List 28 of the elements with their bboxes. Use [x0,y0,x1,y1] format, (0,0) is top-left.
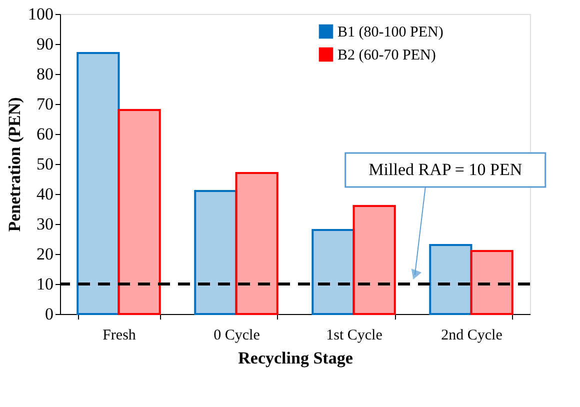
y-tick-label: 50 [36,154,54,174]
y-tick-label: 80 [36,64,54,84]
bar [429,244,472,315]
x-axis-title: Recycling Stage [238,348,354,368]
y-tick-label: 60 [36,124,54,144]
ref-line-label: Milled RAP = 10 PEN [368,160,522,179]
x-tick-label: 2nd Cycle [441,328,503,344]
y-tick-label: 20 [36,244,54,264]
y-tick-label: 30 [36,214,54,234]
x-tick-label: 1st Cycle [326,328,383,344]
bar [352,205,396,315]
bar [118,109,161,315]
y-tick-label: 70 [36,94,54,114]
legend-label: B1 (80-100 PEN) [338,24,444,40]
y-tick-label: 10 [36,274,54,294]
bar [470,250,514,315]
x-tick-label: 0 Cycle [214,328,260,344]
y-tick-label: 100 [28,4,54,24]
y-tick-label: 90 [36,34,54,54]
legend-label: B2 (60-70 PEN) [338,48,436,64]
x-tick-label: Fresh [102,328,136,344]
bar [312,229,355,315]
bar [76,52,120,315]
y-axis-title: Penetration (PEN) [5,97,24,232]
y-tick-label: 0 [45,304,54,324]
y-tick-label: 40 [36,184,54,204]
bar [235,172,278,315]
bar [194,190,238,315]
